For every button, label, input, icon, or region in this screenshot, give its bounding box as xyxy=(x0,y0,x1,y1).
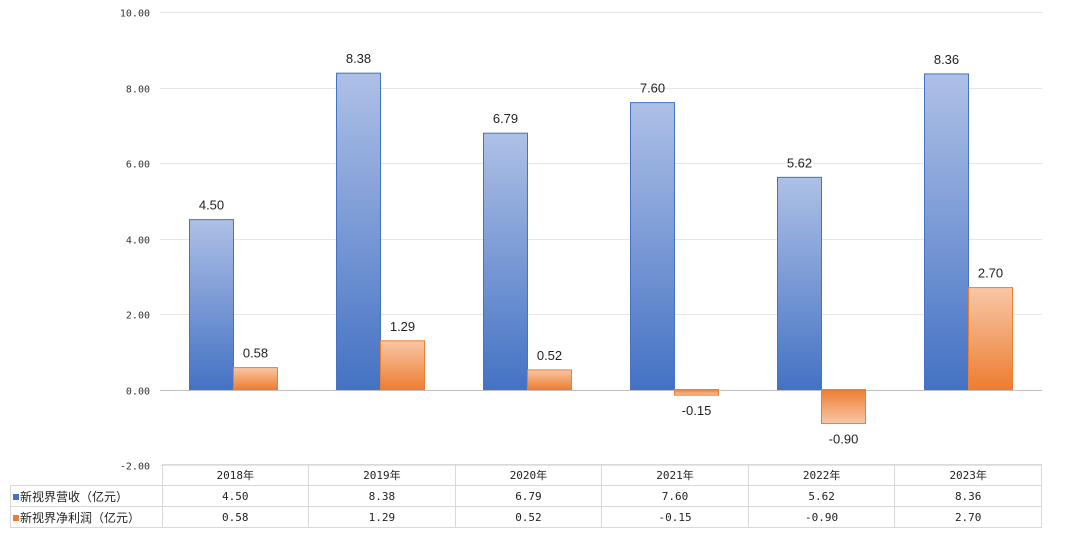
bar-net-profit xyxy=(968,287,1013,391)
legend-entry-revenue: 新视界营收（亿元） xyxy=(10,485,163,507)
category-label: 2018年 xyxy=(161,464,310,486)
data-label-revenue: 4.50 xyxy=(199,198,224,213)
data-label-revenue: 8.38 xyxy=(346,51,371,66)
data-label-net-profit: -0.90 xyxy=(829,431,859,446)
y-tick-label: 4.00 xyxy=(126,236,150,247)
bar-revenue xyxy=(483,132,528,391)
y-tick-label: 6.00 xyxy=(126,160,150,171)
table-cell: 1.29 xyxy=(308,506,456,528)
series-name: 新视界净利润（亿元） xyxy=(20,510,141,525)
series-name: 新视界营收（亿元） xyxy=(20,489,129,504)
table-row-net-profit: 新视界净利润（亿元） 0.58 1.29 0.52 -0.15 -0.90 2.… xyxy=(10,506,1042,528)
bar-revenue xyxy=(777,176,822,390)
data-labels: 4.50 0.58 8.38 1.29 6.79 0.52 7.60 -0.15 5.62 -0.… xyxy=(199,51,1003,446)
category-header-row: 2018年 2019年 2020年 2021年 2022年 2023年 xyxy=(10,464,1042,486)
data-label-net-profit: 2.70 xyxy=(978,266,1003,281)
legend-entry-net-profit: 新视界净利润（亿元） xyxy=(10,506,163,528)
table-cell: 5.62 xyxy=(747,485,896,507)
legend-swatch-revenue xyxy=(13,493,19,500)
data-label-revenue: 5.62 xyxy=(787,155,812,170)
data-label-revenue: 7.60 xyxy=(640,81,665,96)
table-cell: 0.58 xyxy=(161,506,310,528)
table-cell: 8.38 xyxy=(308,485,456,507)
bar-net-profit xyxy=(380,340,425,390)
data-table: 2018年 2019年 2020年 2021年 2022年 2023年 新视界营… xyxy=(10,464,1042,528)
y-tick-label: 2.00 xyxy=(126,311,150,322)
category-label: 2022年 xyxy=(747,464,896,486)
table-cell: 2.70 xyxy=(894,506,1042,528)
bar-revenue xyxy=(924,73,969,390)
bar-revenue xyxy=(630,102,675,390)
table-cell: 7.60 xyxy=(601,485,749,507)
table-cell: 8.36 xyxy=(894,485,1042,507)
data-label-net-profit: 0.58 xyxy=(243,346,268,361)
y-tick-label: 10.00 xyxy=(120,9,150,20)
y-tick-label: 0.00 xyxy=(126,387,150,398)
category-label: 2021年 xyxy=(601,464,749,486)
bar-revenue xyxy=(189,219,234,390)
category-label: 2020年 xyxy=(454,464,603,486)
gridlines xyxy=(160,12,1042,466)
table-cell: 4.50 xyxy=(161,485,310,507)
bar-net-profit xyxy=(233,367,278,391)
bars xyxy=(189,72,1013,424)
category-label: 2019年 xyxy=(308,464,456,486)
y-tick-label: 8.00 xyxy=(126,85,150,96)
data-label-revenue: 8.36 xyxy=(934,52,959,67)
table-cell: -0.15 xyxy=(601,506,749,528)
table-cell: -0.90 xyxy=(747,506,896,528)
legend-swatch-net-profit xyxy=(13,514,19,521)
table-corner xyxy=(10,464,163,486)
data-label-net-profit: 1.29 xyxy=(390,319,415,334)
bar-net-profit xyxy=(821,389,866,424)
category-label: 2023年 xyxy=(894,464,1042,486)
table-cell: 0.52 xyxy=(454,506,603,528)
table-row-revenue: 新视界营收（亿元） 4.50 8.38 6.79 7.60 5.62 8.36 xyxy=(10,485,1042,507)
bar-revenue xyxy=(336,72,381,390)
data-label-net-profit: -0.15 xyxy=(682,403,712,418)
bar-net-profit xyxy=(527,369,572,390)
data-label-revenue: 6.79 xyxy=(493,111,518,126)
table-cell: 6.79 xyxy=(454,485,603,507)
data-label-net-profit: 0.52 xyxy=(537,348,562,363)
bar-net-profit xyxy=(674,389,719,396)
